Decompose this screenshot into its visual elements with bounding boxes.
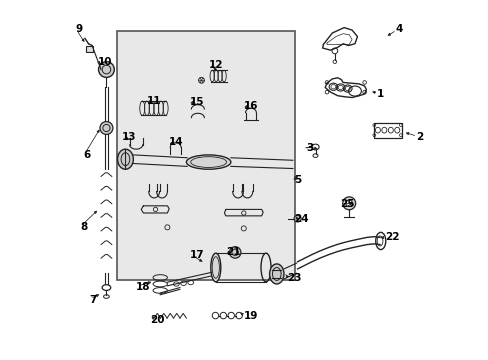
- Text: 13: 13: [122, 132, 136, 142]
- Bar: [86, 46, 93, 51]
- Text: 18: 18: [136, 282, 150, 292]
- Text: 2: 2: [415, 132, 422, 142]
- Ellipse shape: [100, 122, 113, 134]
- Text: 9: 9: [76, 24, 83, 35]
- Text: 11: 11: [147, 96, 161, 106]
- Ellipse shape: [229, 247, 241, 258]
- Text: 10: 10: [97, 57, 112, 67]
- Ellipse shape: [346, 200, 352, 207]
- Text: 20: 20: [150, 315, 165, 325]
- Ellipse shape: [210, 253, 221, 282]
- Text: 7: 7: [89, 295, 97, 305]
- Text: 6: 6: [83, 150, 91, 160]
- Text: 25: 25: [340, 199, 354, 210]
- Text: 17: 17: [190, 250, 204, 260]
- Text: 4: 4: [394, 24, 402, 35]
- Text: 24: 24: [293, 214, 308, 224]
- Ellipse shape: [117, 149, 133, 169]
- Text: 5: 5: [293, 175, 301, 185]
- Text: 22: 22: [384, 232, 399, 242]
- Text: 1: 1: [376, 89, 384, 99]
- Text: 8: 8: [80, 222, 87, 231]
- Text: 23: 23: [286, 273, 301, 283]
- Ellipse shape: [293, 216, 301, 222]
- Ellipse shape: [269, 264, 284, 284]
- Text: 15: 15: [190, 97, 204, 107]
- Text: 14: 14: [168, 138, 183, 147]
- Text: 19: 19: [244, 311, 258, 321]
- Bar: [117, 31, 294, 280]
- Text: 12: 12: [208, 60, 223, 70]
- Ellipse shape: [342, 197, 355, 210]
- Ellipse shape: [186, 155, 230, 169]
- Bar: [373, 123, 402, 138]
- Text: 21: 21: [225, 247, 240, 257]
- Text: 16: 16: [244, 102, 258, 112]
- Text: 3: 3: [305, 143, 313, 153]
- Ellipse shape: [99, 62, 114, 77]
